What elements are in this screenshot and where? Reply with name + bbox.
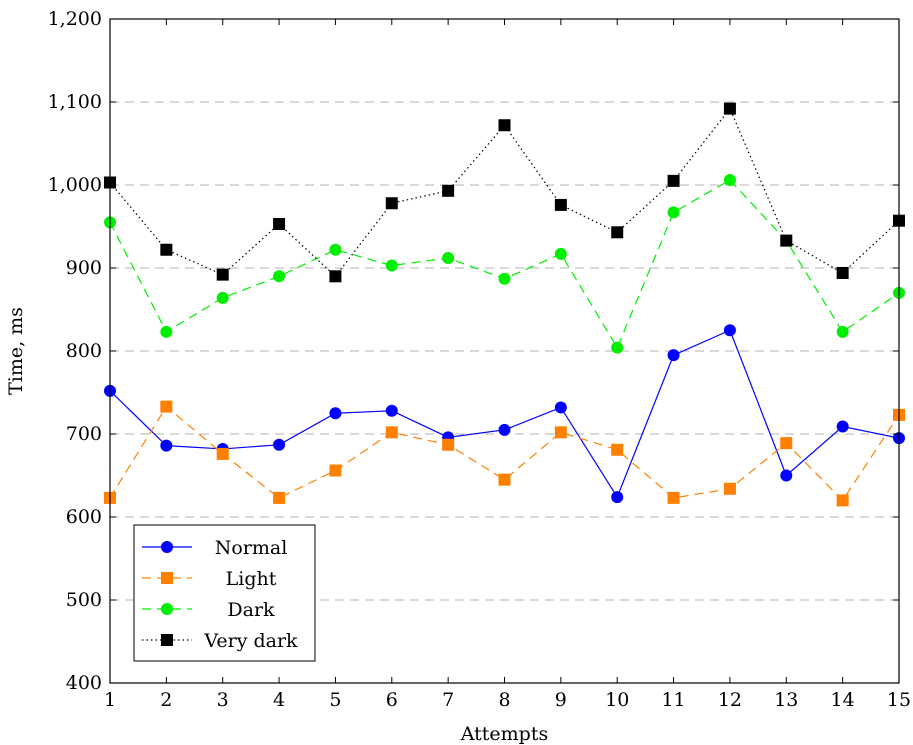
legend-label: Very dark bbox=[203, 630, 298, 652]
data-point bbox=[329, 464, 342, 477]
series-lines bbox=[104, 102, 905, 507]
data-point bbox=[273, 270, 286, 283]
legend-marker bbox=[161, 541, 173, 553]
data-point bbox=[611, 226, 624, 239]
data-point bbox=[554, 198, 567, 211]
data-point bbox=[216, 291, 229, 304]
x-tick-label: 3 bbox=[217, 689, 229, 711]
data-point bbox=[216, 447, 229, 460]
data-point bbox=[385, 404, 398, 417]
data-point bbox=[329, 270, 342, 283]
data-point bbox=[442, 438, 455, 451]
x-tick-label: 12 bbox=[718, 689, 742, 711]
data-point bbox=[442, 252, 455, 265]
legend-marker bbox=[161, 572, 173, 584]
data-point bbox=[667, 174, 680, 187]
data-point bbox=[273, 438, 286, 451]
data-point bbox=[498, 473, 511, 486]
series-line bbox=[109, 107, 900, 278]
data-point bbox=[442, 184, 455, 197]
data-point bbox=[160, 243, 173, 256]
y-tick-label: 1,200 bbox=[48, 8, 102, 30]
data-point bbox=[554, 426, 567, 439]
data-point bbox=[498, 119, 511, 132]
series-line bbox=[109, 179, 900, 350]
data-point bbox=[160, 325, 173, 338]
data-point bbox=[273, 491, 286, 504]
y-tick-label: 1,100 bbox=[48, 91, 102, 113]
data-point bbox=[667, 491, 680, 504]
x-tick-label: 1 bbox=[104, 689, 116, 711]
data-point bbox=[385, 259, 398, 272]
y-tick-label: 900 bbox=[66, 257, 102, 279]
x-tick-label: 14 bbox=[831, 689, 855, 711]
data-point bbox=[723, 324, 736, 337]
x-tick-label: 9 bbox=[555, 689, 567, 711]
x-tick-label: 6 bbox=[386, 689, 398, 711]
legend-item: Dark bbox=[142, 599, 275, 621]
legend-label: Dark bbox=[227, 599, 275, 621]
data-point bbox=[836, 494, 849, 507]
data-point bbox=[723, 102, 736, 115]
data-point bbox=[667, 349, 680, 362]
y-tick-label: 400 bbox=[66, 672, 102, 694]
series-very-dark bbox=[104, 102, 905, 283]
data-point bbox=[329, 243, 342, 256]
y-tick-label: 700 bbox=[66, 423, 102, 445]
data-point bbox=[723, 482, 736, 495]
x-tick-label: 2 bbox=[160, 689, 172, 711]
data-point bbox=[160, 400, 173, 413]
data-point bbox=[554, 247, 567, 260]
data-point bbox=[385, 426, 398, 439]
data-point bbox=[160, 439, 173, 452]
y-tick-label: 500 bbox=[66, 589, 102, 611]
y-tick-label: 800 bbox=[66, 340, 102, 362]
data-point bbox=[836, 420, 849, 433]
data-point bbox=[836, 325, 849, 338]
x-tick-label: 5 bbox=[329, 689, 341, 711]
data-point bbox=[836, 266, 849, 279]
data-point bbox=[329, 407, 342, 420]
series-line bbox=[109, 329, 900, 499]
data-point bbox=[667, 206, 680, 219]
legend-item: Very dark bbox=[142, 630, 298, 652]
data-point bbox=[273, 218, 286, 231]
data-point bbox=[611, 491, 624, 504]
legend-marker bbox=[161, 603, 173, 615]
data-point bbox=[498, 272, 511, 285]
x-tick-label: 7 bbox=[442, 689, 454, 711]
data-point bbox=[611, 443, 624, 456]
data-point bbox=[385, 197, 398, 210]
x-tick-label: 11 bbox=[661, 689, 685, 711]
legend-label: Light bbox=[226, 568, 277, 590]
legend-item: Normal bbox=[142, 537, 287, 559]
x-tick-label: 13 bbox=[774, 689, 798, 711]
x-tick-label: 8 bbox=[498, 689, 510, 711]
data-point bbox=[611, 341, 624, 354]
series-light bbox=[104, 400, 905, 507]
x-tick-label: 15 bbox=[887, 689, 911, 711]
legend-item: Light bbox=[142, 568, 277, 590]
series-dark bbox=[104, 174, 905, 354]
x-axis-label: Attempts bbox=[460, 723, 548, 745]
data-point bbox=[216, 268, 229, 281]
legend-marker bbox=[161, 634, 173, 646]
x-tick-label: 10 bbox=[605, 689, 629, 711]
legend-label: Normal bbox=[215, 537, 288, 559]
y-tick-label: 600 bbox=[66, 506, 102, 528]
data-point bbox=[554, 401, 567, 414]
data-point bbox=[723, 174, 736, 187]
y-tick-label: 1,000 bbox=[48, 174, 102, 196]
legend: Normal Light Dark Very dark bbox=[133, 524, 316, 662]
data-point bbox=[780, 437, 793, 450]
x-tick-label: 4 bbox=[273, 689, 285, 711]
y-axis-label: Time, ms bbox=[5, 307, 27, 395]
data-point bbox=[780, 469, 793, 482]
data-point bbox=[780, 234, 793, 247]
data-point bbox=[498, 423, 511, 436]
